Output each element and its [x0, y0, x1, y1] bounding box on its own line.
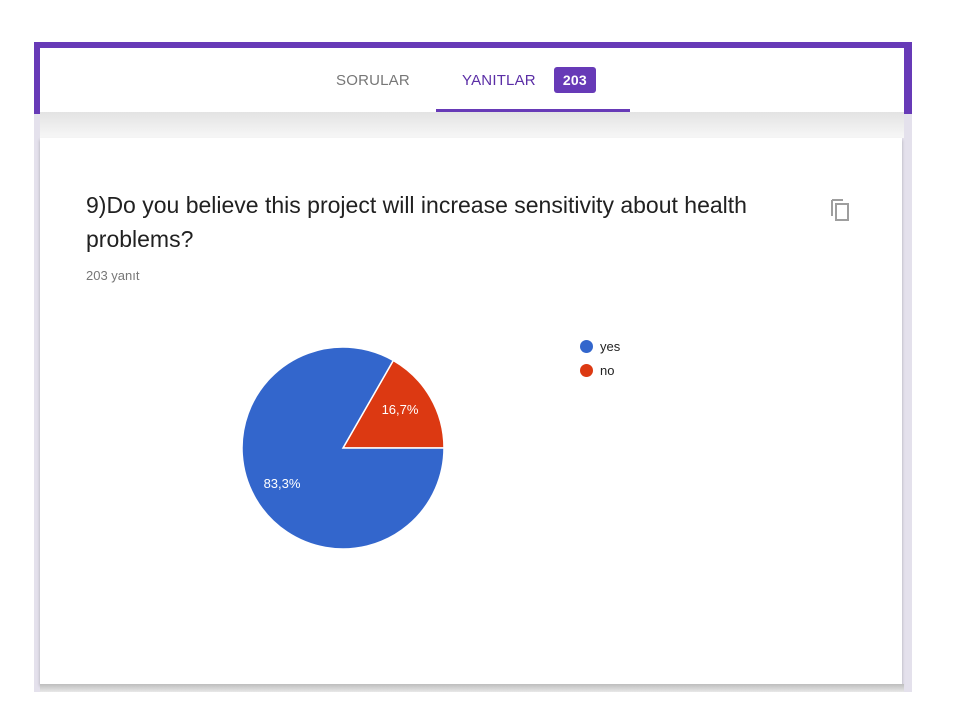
chart-legend: yes no — [580, 334, 620, 382]
pie-slice-yes[interactable] — [241, 346, 445, 550]
legend-label-no: no — [600, 362, 615, 378]
legend-item-no[interactable]: no — [580, 358, 620, 382]
pie-slice-no[interactable] — [341, 359, 445, 449]
tab-questions[interactable]: SORULAR — [336, 48, 410, 112]
question-summary-card: 9)Do you believe this project will incre… — [40, 138, 902, 684]
legend-dot-yes — [580, 339, 593, 353]
tab-responses[interactable]: YANITLAR 203 — [436, 48, 630, 112]
tab-questions-label: SORULAR — [336, 71, 410, 89]
responses-count-badge: 203 — [553, 67, 596, 93]
legend-item-yes[interactable]: yes — [580, 334, 620, 358]
pie-label-no: 16,7% — [382, 402, 419, 417]
response-count: 203 yanıt — [86, 268, 140, 283]
header-shadow — [40, 112, 904, 138]
tab-bar: SORULAR YANITLAR 203 — [40, 48, 904, 112]
question-title: 9)Do you believe this project will incre… — [86, 192, 747, 252]
pie-label-yes: 83,3% — [264, 476, 301, 491]
pie-chart: 16,7% 83,3% — [241, 346, 445, 550]
legend-label-yes: yes — [600, 338, 621, 354]
active-tab-indicator — [436, 109, 630, 112]
copy-icon[interactable] — [828, 196, 852, 222]
legend-dot-no — [580, 363, 593, 377]
card-bottom-shadow — [40, 684, 904, 692]
tab-responses-label: YANITLAR — [462, 71, 536, 89]
